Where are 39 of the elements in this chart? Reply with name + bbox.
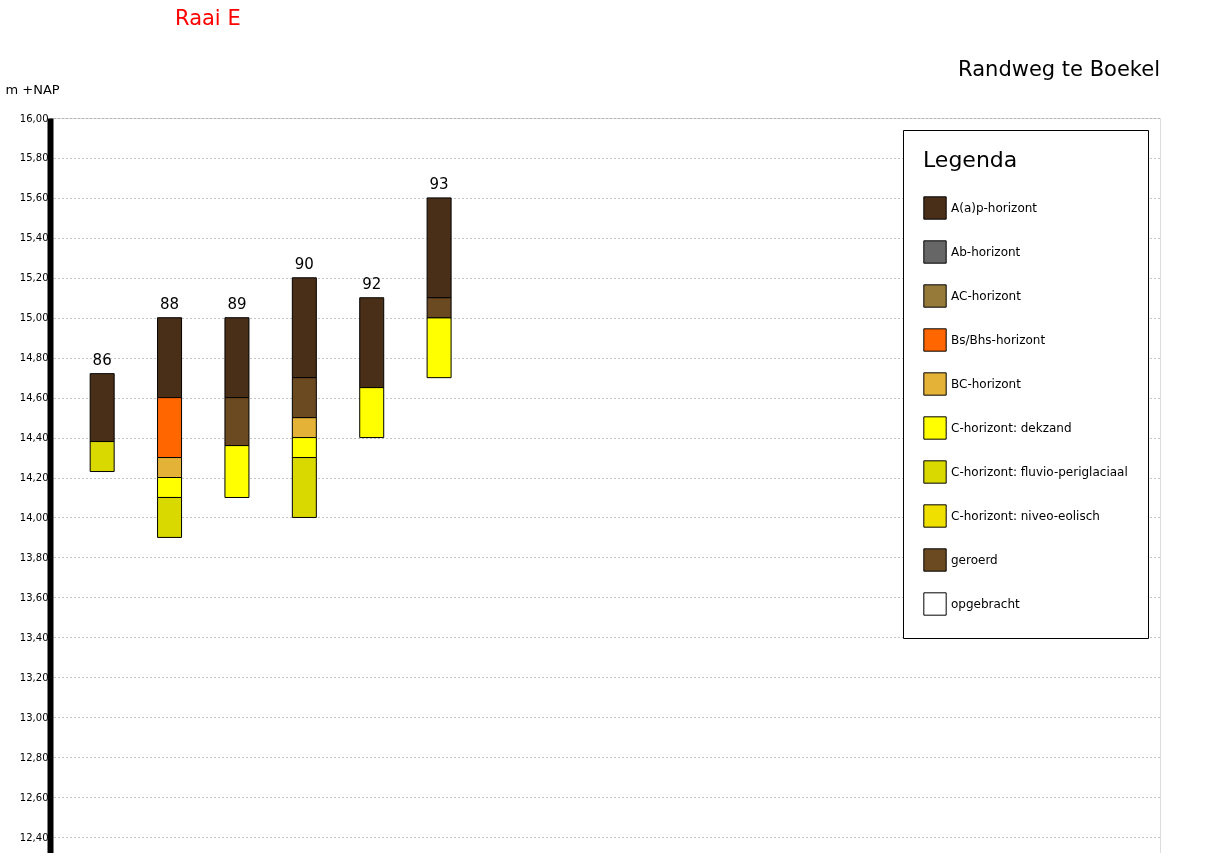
text: Randweg te Boekel <box>958 57 1160 81</box>
y-tick-label: 12,40 <box>19 831 49 843</box>
x-tick-label: 90 <box>294 254 314 273</box>
y-tick-label: 16,00 <box>19 112 49 124</box>
x-tick-label: 86 <box>92 350 112 369</box>
legend-label: Bs/Bhs-horizont <box>951 333 1046 347</box>
y-tick-label: 13,80 <box>19 551 49 563</box>
legend-label: A(a)p-horizont <box>951 201 1038 215</box>
y-axis-title: m +NAP <box>5 81 60 97</box>
x-tick-label: 88 <box>160 294 180 313</box>
y-tick-label: 14,00 <box>19 511 49 523</box>
y-tick-label: 15,60 <box>19 192 49 204</box>
y-tick-label: 13,60 <box>19 591 49 603</box>
y-tick-label: 15,80 <box>19 152 49 164</box>
y-tick-label: 12,60 <box>19 791 49 803</box>
y-tick-label: 15,20 <box>19 272 49 284</box>
legend-label: BC-horizont <box>951 377 1022 391</box>
y-tick-label: 12,80 <box>19 751 49 763</box>
y-tick-label: 15,00 <box>19 312 49 324</box>
y-tick-label: 13,00 <box>19 711 49 723</box>
y-tick-label: 13,20 <box>19 671 49 683</box>
legend-label: C-horizont: niveo-eolisch <box>951 509 1100 523</box>
x-tick-label: 92 <box>362 274 382 293</box>
legend-label: Ab-horizont <box>951 245 1021 259</box>
x-tick-label: 89 <box>227 294 247 313</box>
legend-label: opgebracht <box>951 597 1021 611</box>
y-tick-label: 15,40 <box>19 232 49 244</box>
y-tick-label: 14,80 <box>19 352 49 364</box>
chart-title: Raai E <box>175 6 241 30</box>
legend-title: Legenda <box>923 147 1018 172</box>
legend-label: C-horizont: dekzand <box>951 421 1072 435</box>
x-tick-label: 93 <box>429 174 449 193</box>
legend-label: geroerd <box>951 553 998 567</box>
y-tick-label: 13,40 <box>19 631 49 643</box>
legend-label: C-horizont: fluvio-periglaciaal <box>951 465 1128 479</box>
y-tick-label: 14,60 <box>19 392 49 404</box>
y-tick-label: 14,40 <box>19 432 49 444</box>
legend-label: AC-horizont <box>951 289 1022 303</box>
y-tick-label: 14,20 <box>19 472 49 484</box>
